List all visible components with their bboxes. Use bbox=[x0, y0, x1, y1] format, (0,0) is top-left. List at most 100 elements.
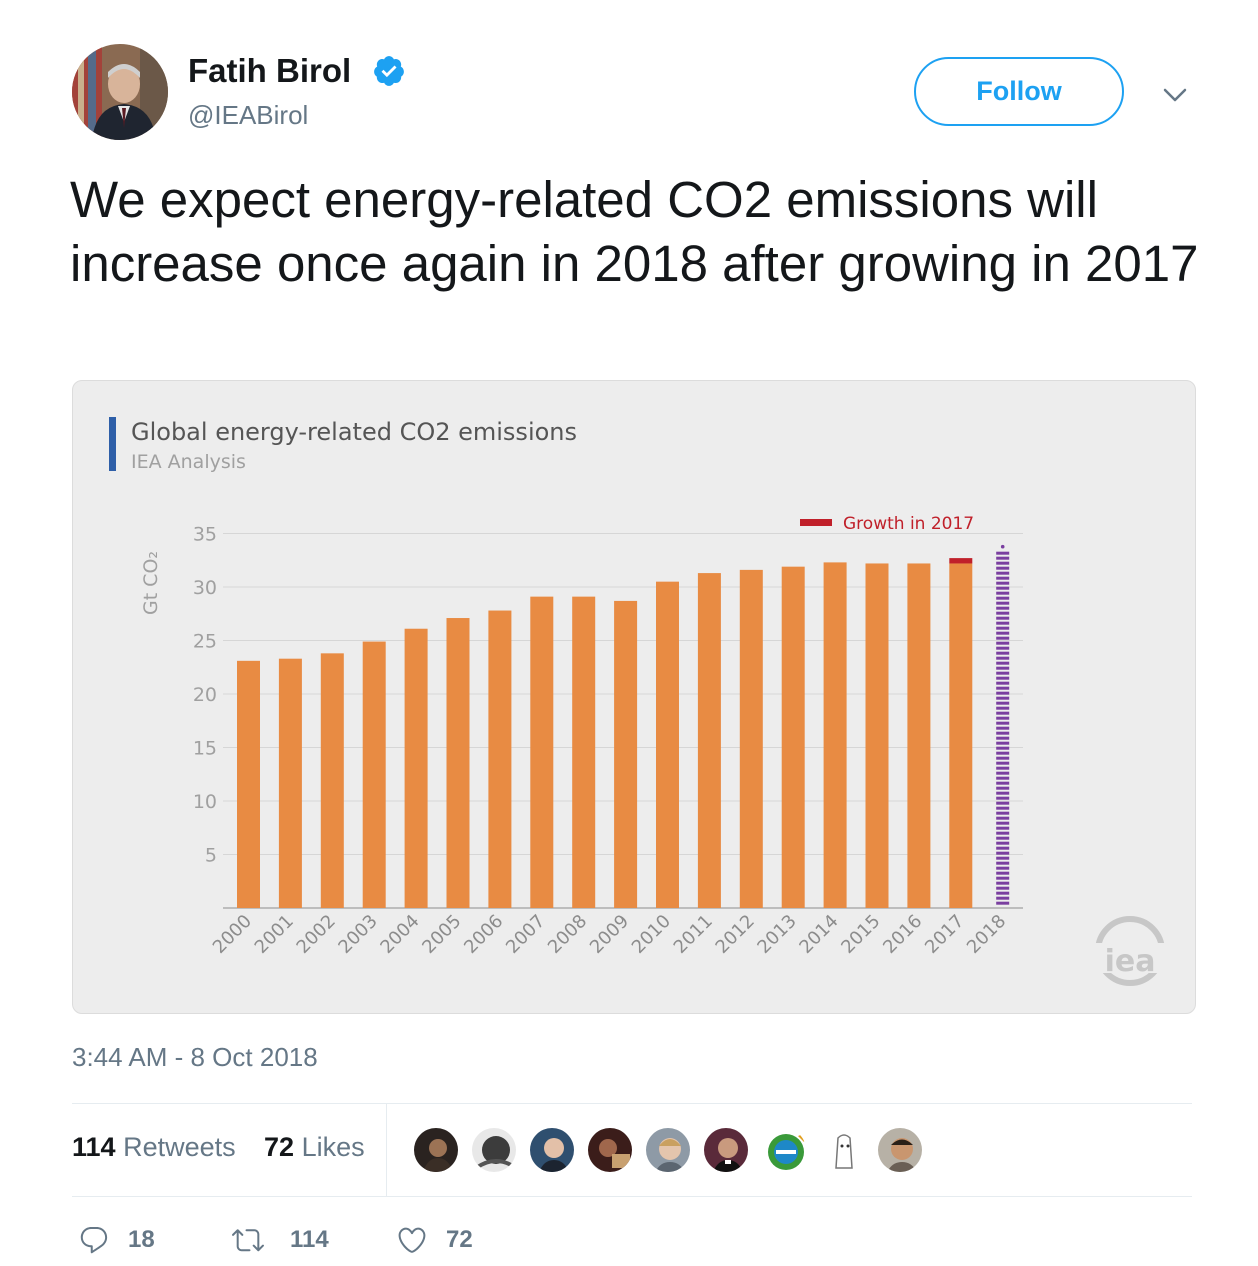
title-marker bbox=[109, 417, 116, 471]
x-tick-label: 2015 bbox=[837, 911, 884, 958]
projection-dash-2018 bbox=[996, 861, 1010, 865]
projection-dash-2018 bbox=[996, 636, 1010, 640]
projection-dash-2018 bbox=[996, 846, 1010, 850]
like-button[interactable]: 72 bbox=[396, 1224, 473, 1256]
projection-dash-2018 bbox=[996, 796, 1010, 800]
bar-2011 bbox=[697, 573, 721, 908]
projection-dash-2018 bbox=[996, 751, 1010, 755]
y-tick-label: 10 bbox=[193, 791, 217, 813]
y-tick-label: 35 bbox=[193, 524, 217, 546]
bar-2010 bbox=[656, 581, 679, 908]
projection-dash-2018 bbox=[996, 681, 1010, 685]
reply-button[interactable]: 18 bbox=[78, 1224, 155, 1256]
legend-swatch-growth bbox=[800, 519, 832, 526]
projection-dash-2018 bbox=[996, 626, 1010, 630]
projection-dash-2018 bbox=[996, 836, 1010, 840]
tweet-timestamp[interactable]: 3:44 AM - 8 Oct 2018 bbox=[72, 1042, 318, 1072]
divider-bottom bbox=[72, 1196, 1192, 1197]
heart-icon bbox=[398, 1227, 426, 1253]
liker-avatar[interactable] bbox=[760, 1126, 808, 1174]
projection-dash-2018 bbox=[996, 701, 1010, 705]
projection-dash-2018 bbox=[996, 891, 1010, 895]
projection-dash-2018 bbox=[996, 721, 1010, 725]
projection-dash-2018 bbox=[996, 786, 1010, 790]
projection-dash-2018 bbox=[996, 561, 1010, 565]
projection-dash-2018 bbox=[996, 641, 1010, 645]
projection-dash-2018 bbox=[996, 571, 1010, 575]
bar-2017 bbox=[949, 563, 973, 908]
projection-dash-2018 bbox=[996, 666, 1010, 670]
x-tick-label: 2010 bbox=[628, 911, 675, 958]
projection-dash-2018 bbox=[996, 741, 1010, 745]
x-tick-label: 2002 bbox=[293, 911, 340, 958]
chart-subtitle: IEA Analysis bbox=[131, 451, 246, 473]
projection-dash-2018 bbox=[996, 631, 1010, 635]
projection-dash-2018 bbox=[996, 896, 1010, 900]
projection-dash-2018 bbox=[996, 606, 1010, 610]
bar-2002 bbox=[320, 653, 344, 908]
bar-2015 bbox=[865, 563, 889, 908]
projection-dash-2018 bbox=[996, 731, 1010, 735]
projection-dash-2018 bbox=[996, 736, 1010, 740]
liker-avatar[interactable] bbox=[818, 1126, 866, 1174]
bar-2006 bbox=[488, 610, 512, 908]
projection-dash-2018 bbox=[996, 601, 1010, 605]
projection-cap-2018 bbox=[1000, 544, 1005, 549]
liker-avatar[interactable] bbox=[876, 1126, 924, 1174]
likes-stat[interactable]: 72 Likes bbox=[264, 1132, 365, 1163]
liker-avatar[interactable] bbox=[470, 1126, 518, 1174]
projection-dash-2018 bbox=[996, 686, 1010, 690]
bar-2008 bbox=[572, 596, 596, 908]
x-tick-label: 2000 bbox=[209, 911, 256, 958]
y-tick-label: 15 bbox=[193, 738, 217, 760]
bar-2007 bbox=[530, 596, 554, 908]
y-axis-label: Gt CO₂ bbox=[140, 551, 162, 615]
bar-2003 bbox=[362, 641, 386, 908]
liker-avatar[interactable] bbox=[412, 1126, 460, 1174]
bar-2016 bbox=[907, 563, 931, 908]
bar-2005 bbox=[446, 618, 470, 908]
projection-dash-2018 bbox=[996, 801, 1010, 805]
bar-2001 bbox=[278, 658, 302, 908]
y-tick-label: 20 bbox=[193, 684, 217, 706]
projection-dash-2018 bbox=[996, 596, 1010, 600]
projection-dash-2018 bbox=[996, 816, 1010, 820]
follow-button[interactable]: Follow bbox=[914, 57, 1124, 126]
author-avatar[interactable] bbox=[72, 44, 168, 140]
liker-avatar[interactable] bbox=[702, 1126, 750, 1174]
tweet-text: We expect energy-related CO2 emissions w… bbox=[70, 171, 1199, 292]
projection-dash-2018 bbox=[996, 611, 1010, 615]
x-tick-label: 2017 bbox=[921, 911, 968, 958]
liker-avatar[interactable] bbox=[644, 1126, 692, 1174]
retweet-button[interactable]: 114 bbox=[232, 1224, 329, 1256]
projection-dash-2018 bbox=[996, 711, 1010, 715]
author-handle[interactable]: @IEABirol bbox=[188, 100, 309, 130]
projection-dash-2018 bbox=[996, 871, 1010, 875]
iea-logo: iea bbox=[1095, 916, 1165, 986]
x-tick-label: 2012 bbox=[712, 911, 759, 958]
bar-2000 bbox=[237, 660, 260, 908]
tweet-media-chart[interactable]: Global energy-related CO2 emissions IEA … bbox=[72, 380, 1196, 1014]
x-tick-label: 2005 bbox=[418, 911, 465, 958]
retweets-stat[interactable]: 114 Retweets bbox=[72, 1132, 236, 1163]
author-name[interactable]: Fatih Birol bbox=[188, 52, 352, 89]
projection-dash-2018 bbox=[996, 621, 1010, 625]
projection-dash-2018 bbox=[996, 756, 1010, 760]
projection-dash-2018 bbox=[996, 806, 1010, 810]
liker-avatar[interactable] bbox=[528, 1126, 576, 1174]
projection-dash-2018 bbox=[996, 881, 1010, 885]
liker-avatar[interactable] bbox=[586, 1126, 634, 1174]
projection-dash-2018 bbox=[996, 671, 1010, 675]
bar-2009 bbox=[614, 600, 638, 908]
x-tick-label: 2011 bbox=[670, 911, 717, 958]
chevron-down-icon[interactable] bbox=[1160, 80, 1190, 110]
projection-dash-2018 bbox=[996, 746, 1010, 750]
emissions-chart: Global energy-related CO2 emissions IEA … bbox=[109, 417, 1165, 986]
bar-2004 bbox=[404, 628, 428, 908]
x-tick-label: 2007 bbox=[502, 911, 549, 958]
reply-icon bbox=[80, 1226, 108, 1254]
growth-bar-2017 bbox=[949, 558, 973, 564]
projection-dash-2018 bbox=[996, 556, 1010, 560]
projection-dash-2018 bbox=[996, 866, 1010, 870]
x-tick-label: 2008 bbox=[544, 911, 591, 958]
